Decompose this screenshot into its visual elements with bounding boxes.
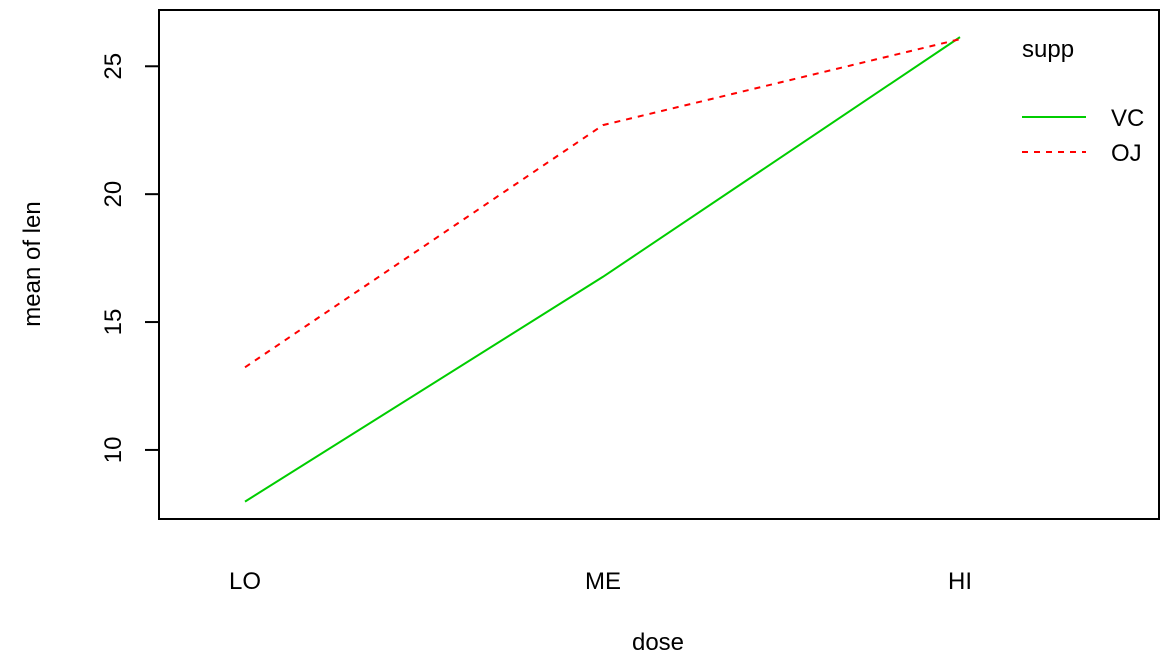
x-tick-label: LO <box>229 568 261 595</box>
legend-label-vc: VC <box>1111 105 1144 132</box>
x-tick-label: ME <box>585 568 621 595</box>
legend-title: supp <box>1022 36 1074 63</box>
y-axis-label: mean of len <box>19 201 46 326</box>
legend-label-oj: OJ <box>1111 140 1142 167</box>
y-tick-label: 15 <box>100 309 127 336</box>
y-ticks: 10 15 20 25 <box>100 53 159 463</box>
y-tick-label: 25 <box>100 53 127 80</box>
x-tick-labels: LO ME HI <box>229 568 972 595</box>
y-tick-label: 20 <box>100 181 127 208</box>
y-tick-label: 10 <box>100 437 127 464</box>
legend: supp VC OJ <box>1022 36 1144 167</box>
series-line-oj <box>244 38 961 369</box>
series-lines <box>244 36 961 503</box>
plot-frame <box>158 9 1160 520</box>
series-line-vc <box>244 36 961 503</box>
x-tick-label: HI <box>948 568 972 595</box>
legend-entries: VC OJ <box>1022 105 1144 167</box>
x-axis-label: dose <box>632 629 684 656</box>
